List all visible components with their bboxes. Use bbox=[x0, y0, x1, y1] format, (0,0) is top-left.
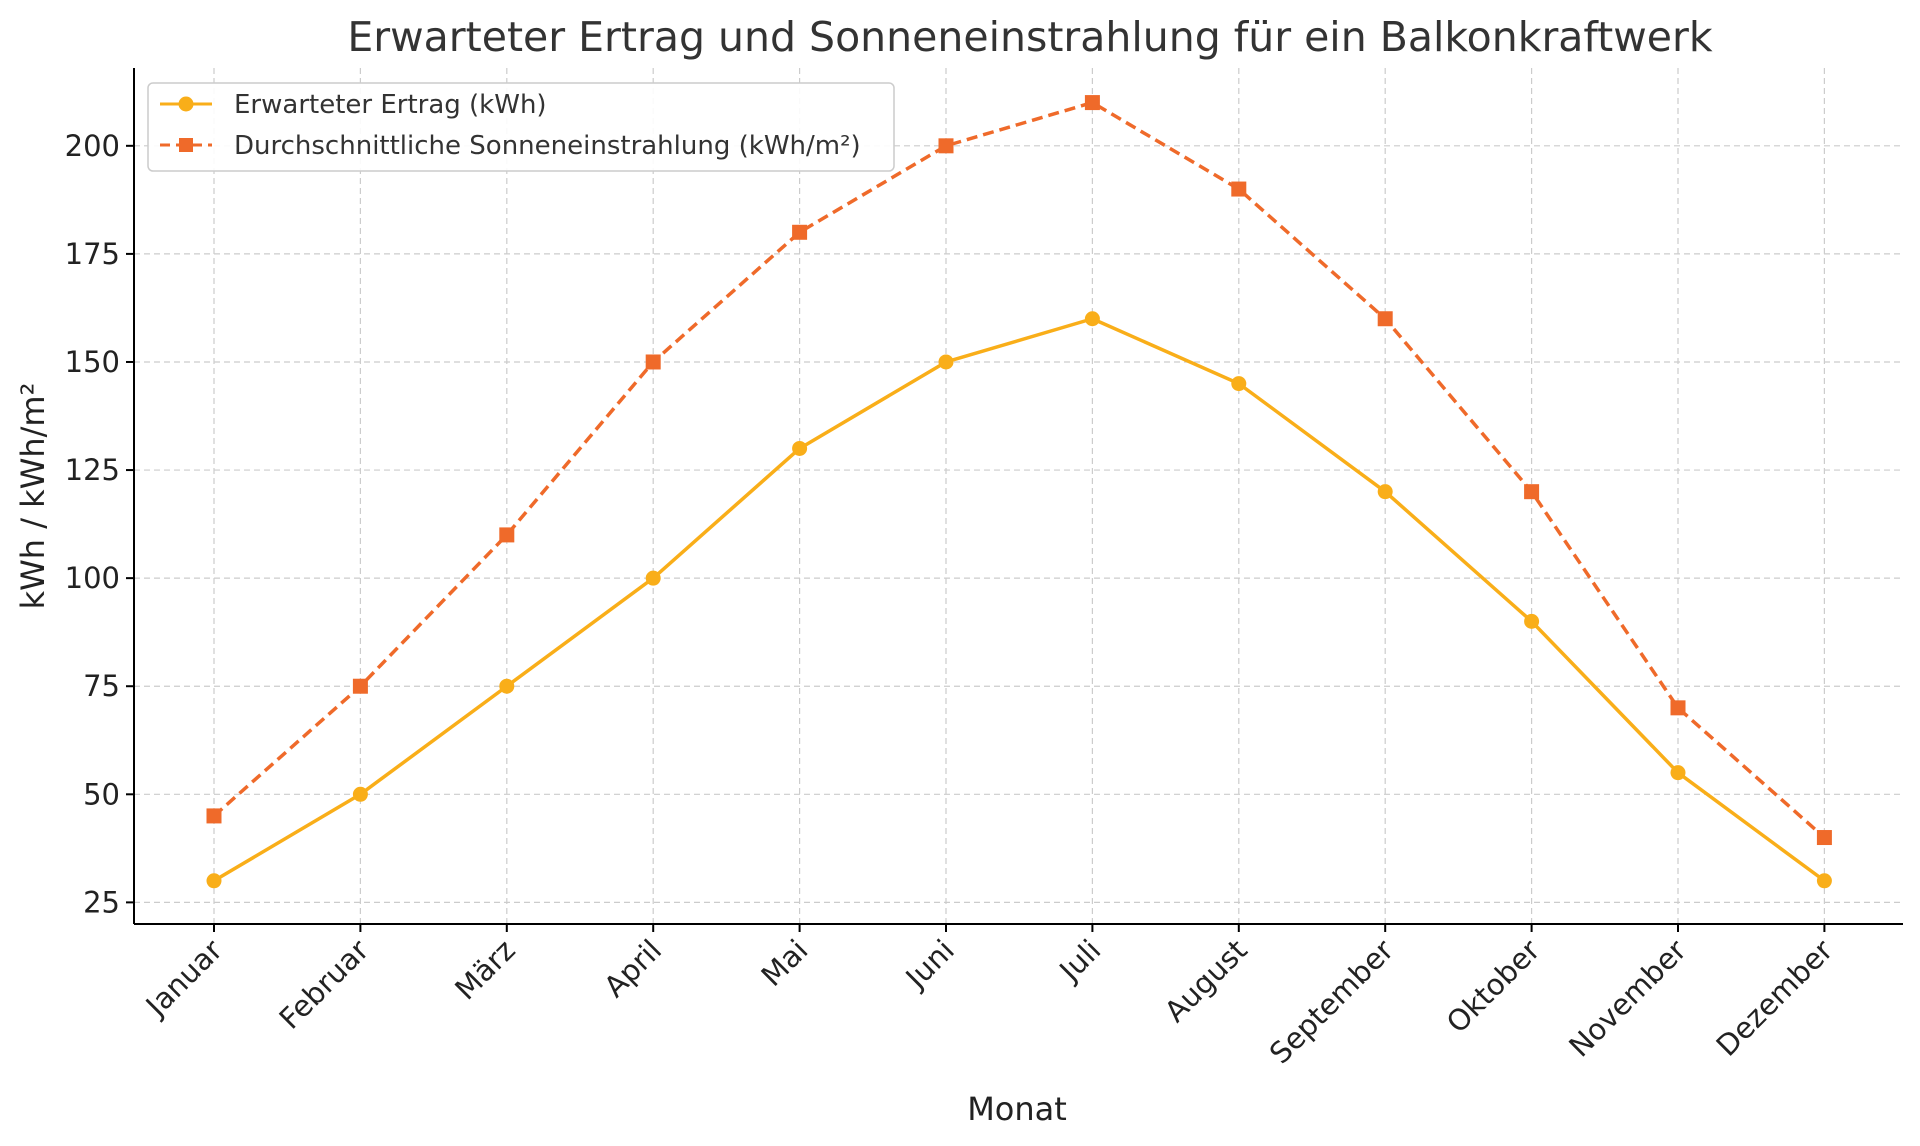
y-tick-labels: 25 50 75 100 125 150 175 200 bbox=[65, 129, 134, 919]
axes bbox=[133, 68, 1903, 925]
grid-lines bbox=[134, 68, 1903, 924]
data-point bbox=[1816, 830, 1832, 846]
data-point bbox=[352, 678, 368, 694]
y-tick-label: 125 bbox=[65, 453, 120, 487]
data-point bbox=[1231, 181, 1247, 197]
chart-title: Erwarteter Ertrag und Sonneneinstrahlung… bbox=[347, 13, 1712, 61]
y-tick-label: 200 bbox=[65, 129, 120, 163]
data-point bbox=[792, 440, 808, 456]
legend: Erwarteter Ertrag (kWh) Durchschnittlich… bbox=[147, 82, 895, 172]
y-tick-label: 50 bbox=[83, 777, 120, 811]
data-point bbox=[1377, 311, 1393, 327]
data-point bbox=[206, 808, 222, 824]
x-axis-label: Monat bbox=[967, 1090, 1067, 1128]
y-tick-label: 175 bbox=[65, 237, 120, 271]
data-point bbox=[1084, 95, 1100, 111]
data-point bbox=[206, 873, 222, 889]
y-tick-label: 100 bbox=[65, 561, 120, 595]
data-point bbox=[499, 527, 515, 543]
legend-marker-einstrahlung bbox=[179, 138, 193, 152]
data-point bbox=[352, 786, 368, 802]
data-point bbox=[645, 570, 661, 586]
data-point bbox=[1670, 700, 1686, 716]
data-point bbox=[1377, 484, 1393, 500]
data-point bbox=[938, 354, 954, 370]
data-point bbox=[1524, 484, 1540, 500]
data-point bbox=[499, 678, 515, 694]
series-2 bbox=[206, 95, 1832, 846]
legend-label-einstrahlung: Durchschnittliche Sonneneinstrahlung (kW… bbox=[234, 131, 861, 161]
data-point bbox=[1816, 873, 1832, 889]
y-tick-label: 75 bbox=[83, 669, 120, 703]
data-point bbox=[645, 354, 661, 370]
series-layer bbox=[206, 95, 1832, 889]
series-line bbox=[212, 100, 1826, 839]
legend-label-ertrag: Erwarteter Ertrag (kWh) bbox=[234, 90, 547, 120]
data-point bbox=[1524, 613, 1540, 629]
legend-frame bbox=[147, 82, 895, 172]
y-axis-label: kWh / kWh/m² bbox=[14, 383, 52, 610]
y-tick-label: 150 bbox=[65, 345, 120, 379]
data-point bbox=[1084, 311, 1100, 327]
series-line bbox=[213, 316, 1826, 883]
series-1 bbox=[206, 311, 1832, 889]
data-point bbox=[1231, 376, 1247, 392]
data-point bbox=[792, 224, 808, 240]
data-point bbox=[938, 138, 954, 154]
data-point bbox=[1670, 765, 1686, 781]
y-tick-label: 25 bbox=[83, 885, 120, 919]
legend-marker-ertrag bbox=[178, 96, 194, 112]
